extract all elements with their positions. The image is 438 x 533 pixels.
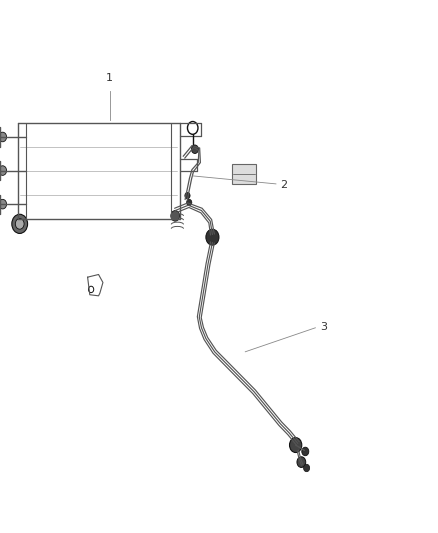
Circle shape bbox=[15, 219, 24, 229]
Text: 1: 1 bbox=[106, 72, 113, 83]
Circle shape bbox=[185, 192, 190, 199]
Circle shape bbox=[0, 199, 7, 209]
Circle shape bbox=[302, 447, 309, 456]
Circle shape bbox=[297, 457, 306, 467]
Circle shape bbox=[171, 211, 180, 221]
Circle shape bbox=[0, 132, 7, 142]
Bar bbox=[232, 164, 256, 184]
Circle shape bbox=[290, 438, 302, 453]
Text: 2: 2 bbox=[280, 180, 287, 190]
Circle shape bbox=[206, 229, 219, 245]
Circle shape bbox=[0, 166, 7, 175]
Circle shape bbox=[187, 199, 192, 206]
Circle shape bbox=[191, 145, 198, 154]
Circle shape bbox=[12, 214, 28, 233]
Text: 3: 3 bbox=[320, 322, 327, 332]
Circle shape bbox=[304, 464, 310, 472]
